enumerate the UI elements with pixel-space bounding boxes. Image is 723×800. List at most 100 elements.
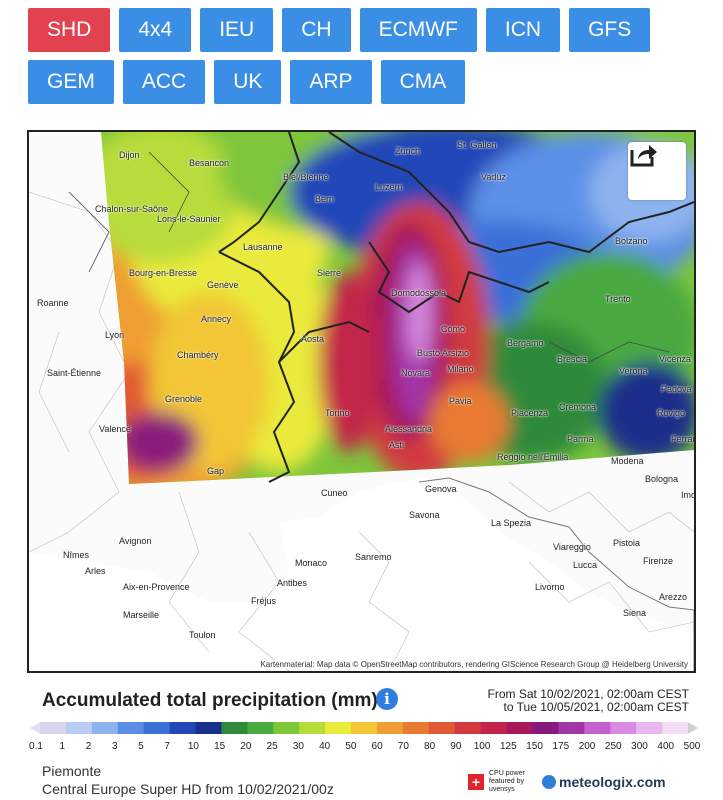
region-name: Piemonte bbox=[42, 763, 102, 779]
map-label: Biel/Bienne bbox=[283, 172, 329, 182]
map-label: Siena bbox=[623, 608, 647, 618]
map-label: Lyon bbox=[105, 330, 125, 340]
map-label: Dijon bbox=[119, 150, 140, 160]
tab-arp[interactable]: ARP bbox=[290, 60, 372, 104]
map-label: Milano bbox=[447, 364, 474, 374]
scale-tick-label: 20 bbox=[240, 741, 252, 752]
share-icon bbox=[630, 145, 657, 167]
map-label: Genova bbox=[425, 484, 457, 494]
map-label: Marseille bbox=[123, 610, 160, 620]
share-button[interactable] bbox=[628, 142, 686, 200]
map-label: Aix-en-Provence bbox=[123, 582, 190, 592]
scale-tick-label: 1 bbox=[59, 741, 66, 752]
color-scale-ticks: 0.1 1 2 3 5 7 10 15 20 25 30 40 50 60 70 80 90 100 125 150 1… bbox=[29, 741, 700, 755]
scale-tick-label: 10 bbox=[187, 741, 199, 752]
map-label: Rovigo bbox=[657, 408, 686, 418]
scale-swatch bbox=[480, 722, 508, 734]
scale-swatch bbox=[143, 722, 171, 734]
map-label: Lucca bbox=[573, 560, 598, 570]
scale-swatch bbox=[325, 722, 352, 734]
tab-gem[interactable]: GEM bbox=[28, 60, 114, 104]
info-icon[interactable]: i bbox=[376, 688, 398, 710]
scale-tick-label: 7 bbox=[164, 741, 170, 752]
map-label: Saint-Étienne bbox=[47, 368, 102, 378]
map-label: Annecy bbox=[201, 314, 232, 324]
tab-acc[interactable]: ACC bbox=[122, 60, 206, 104]
scale-swatch bbox=[428, 722, 456, 734]
map-label: Busto Arsizio bbox=[417, 348, 470, 358]
scale-swatch bbox=[273, 722, 300, 734]
map-label: Bologna bbox=[645, 474, 679, 484]
tab-icn[interactable]: ICN bbox=[485, 8, 561, 52]
scale-swatch bbox=[636, 722, 663, 734]
scale-tick-label: 0.1 bbox=[29, 741, 43, 752]
map-label: Zürich bbox=[395, 146, 421, 156]
scale-swatch bbox=[662, 722, 689, 734]
tab-cma[interactable]: CMA bbox=[380, 60, 466, 104]
swiss-cross-icon: + bbox=[468, 774, 484, 790]
map-label: Bern bbox=[315, 194, 335, 204]
map-label: Imola bbox=[681, 490, 696, 500]
map-label: Roanne bbox=[37, 298, 69, 308]
map-label: La Spezia bbox=[491, 518, 532, 528]
meteologix-logo[interactable]: meteologix.com bbox=[542, 774, 666, 790]
map-label: Valence bbox=[99, 424, 131, 434]
scale-tick-label: 5 bbox=[138, 741, 144, 752]
scale-swatch bbox=[402, 722, 430, 734]
tab-4x4[interactable]: 4x4 bbox=[119, 8, 192, 52]
brand-name: meteologix.com bbox=[559, 774, 666, 790]
branding: + CPU power featured by uvensys meteolog… bbox=[468, 770, 666, 794]
model-description: Central Europe Super HD from 10/02/2021/… bbox=[42, 781, 334, 797]
map-label: Ferrara bbox=[671, 434, 696, 444]
map-label: Toulon bbox=[189, 630, 216, 640]
scale-tick-label: 90 bbox=[450, 741, 462, 752]
tab-ch[interactable]: CH bbox=[282, 8, 351, 52]
map-label: Piacenza bbox=[511, 408, 549, 418]
scale-tick-label: 300 bbox=[631, 741, 648, 752]
scale-swatch bbox=[169, 722, 197, 734]
scale-tick-label: 3 bbox=[111, 741, 118, 752]
map-label: Como bbox=[441, 324, 466, 334]
scale-tick-label: 70 bbox=[397, 741, 409, 752]
map-label: Novara bbox=[401, 368, 431, 378]
scale-tick-label: 25 bbox=[266, 741, 278, 752]
map-label: Antibes bbox=[277, 578, 308, 588]
scale-tick-label: 2 bbox=[85, 741, 92, 752]
scale-swatch bbox=[558, 722, 585, 734]
tab-gfs[interactable]: GFS bbox=[569, 8, 651, 52]
map-label: Viareggio bbox=[553, 542, 591, 552]
map-label: Livorno bbox=[535, 582, 565, 592]
map-label: Bolzano bbox=[615, 236, 648, 246]
map-label: Aosta bbox=[301, 334, 325, 344]
map-label: Vicenza bbox=[659, 354, 691, 364]
map-label: Grenoble bbox=[165, 394, 203, 404]
map-label: Fréjus bbox=[251, 596, 277, 606]
scale-swatch bbox=[91, 722, 119, 734]
map-label: Vaduz bbox=[481, 172, 506, 182]
map-label: Alessandria bbox=[385, 424, 433, 434]
map-label: Genève bbox=[207, 280, 239, 290]
scale-tick-label: 100 bbox=[473, 741, 491, 752]
map-label: Besancon bbox=[189, 158, 230, 168]
precipitation-map[interactable]: Dijon Besancon Biel/Bienne Zürich St. Ga… bbox=[27, 130, 696, 673]
tab-ieu[interactable]: IEU bbox=[200, 8, 274, 52]
scale-swatch bbox=[221, 722, 248, 734]
map-canvas bbox=[29, 132, 694, 671]
map-label: Pavia bbox=[449, 396, 472, 406]
tab-shd[interactable]: SHD bbox=[28, 8, 111, 52]
map-label: Arezzo bbox=[659, 592, 688, 602]
map-label: Sanremo bbox=[355, 552, 392, 562]
scale-tick-label: 250 bbox=[604, 741, 622, 752]
scale-swatch bbox=[376, 722, 404, 734]
scale-swatch bbox=[506, 722, 533, 734]
scale-swatch bbox=[584, 722, 611, 734]
tab-ecmwf[interactable]: ECMWF bbox=[359, 8, 477, 52]
tab-uk[interactable]: UK bbox=[214, 60, 282, 104]
map-label: Monaco bbox=[295, 558, 328, 568]
legend-title: Accumulated total precipitation (mm) bbox=[42, 690, 378, 711]
map-label: Cuneo bbox=[321, 488, 348, 498]
scale-swatch bbox=[351, 722, 378, 734]
map-label: Verona bbox=[619, 366, 648, 376]
map-label: Asti bbox=[389, 440, 405, 450]
scale-swatch bbox=[40, 722, 67, 734]
